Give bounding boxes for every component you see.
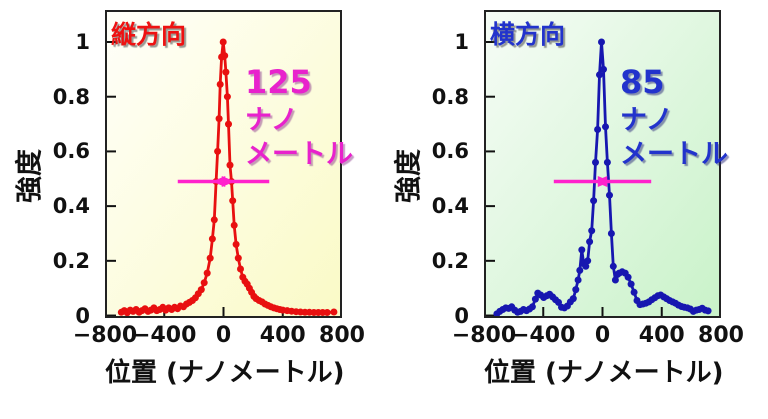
plot-title: 横方向 [490, 20, 566, 49]
x-tick-label: −800 [451, 323, 517, 348]
x-axis-tick-labels: −800 −400 0 400 800 [452, 323, 744, 350]
y-tick-label: 0.8 [52, 84, 90, 109]
x-axis-title: 位置 (ナノメートル) [105, 358, 345, 388]
plot-title: 縦方向 [111, 20, 187, 49]
chart-horizontal-direction: 強度 0 0.2 0.4 0.6 0.8 1 横方向 85 ナノ メートル −800 −40… [379, 0, 768, 419]
y-axis-tick-labels: 0 0.2 0.4 0.6 0.8 1 [0, 10, 97, 328]
x-tick-label: −800 [72, 323, 138, 348]
y-tick-label: 0 [454, 303, 469, 328]
x-tick-label: 800 [319, 323, 365, 348]
y-tick-label: 1 [75, 30, 90, 54]
x-tick-label: 400 [638, 323, 685, 348]
profile-plot-svg [484, 10, 721, 318]
fwhm-annotation: 125 ナノ メートル [245, 66, 353, 168]
fwhm-unit-line2: メートル [245, 139, 353, 170]
chart-vertical-direction: 強度 0 0.2 0.4 0.6 0.8 1 縦方向 125 ナノ メートル −800 −4… [0, 10, 365, 388]
x-tick-label: −400 [511, 323, 576, 348]
x-axis-title: 位置 (ナノメートル) [484, 358, 724, 388]
plot-canvas [105, 10, 342, 318]
y-tick-label: 0.4 [431, 194, 469, 219]
x-tick-label: 800 [698, 323, 744, 348]
plot-canvas [484, 10, 721, 318]
y-tick-label: 1 [454, 30, 469, 54]
profile-plot-svg [105, 10, 342, 318]
fwhm-value: 125 [245, 63, 312, 101]
fwhm-unit-line1: ナノ [620, 105, 673, 136]
y-tick-label: 0.6 [431, 139, 469, 164]
fwhm-unit-line1: ナノ [245, 105, 298, 136]
y-axis-tick-labels: 0 0.2 0.4 0.6 0.8 1 [379, 10, 476, 328]
x-axis-tick-labels: −800 −400 0 400 800 [73, 323, 365, 350]
fwhm-annotation: 85 ナノ メートル [620, 66, 728, 168]
y-tick-label: 0.4 [52, 194, 90, 219]
x-tick-label: −400 [132, 323, 197, 348]
x-tick-label: 0 [594, 323, 611, 348]
plot-area: 縦方向 125 ナノ メートル [105, 10, 353, 318]
fwhm-unit-line2: メートル [620, 139, 728, 170]
y-tick-label: 0.2 [52, 248, 90, 273]
fwhm-value: 85 [620, 63, 665, 101]
x-tick-label: 0 [215, 323, 232, 348]
y-tick-label: 0 [75, 303, 90, 328]
x-tick-label: 400 [259, 323, 306, 348]
y-tick-label: 0.8 [431, 84, 469, 109]
plot-area: 横方向 85 ナノ メートル [484, 10, 728, 318]
y-tick-label: 0.2 [431, 248, 469, 273]
y-tick-label: 0.6 [52, 139, 90, 164]
